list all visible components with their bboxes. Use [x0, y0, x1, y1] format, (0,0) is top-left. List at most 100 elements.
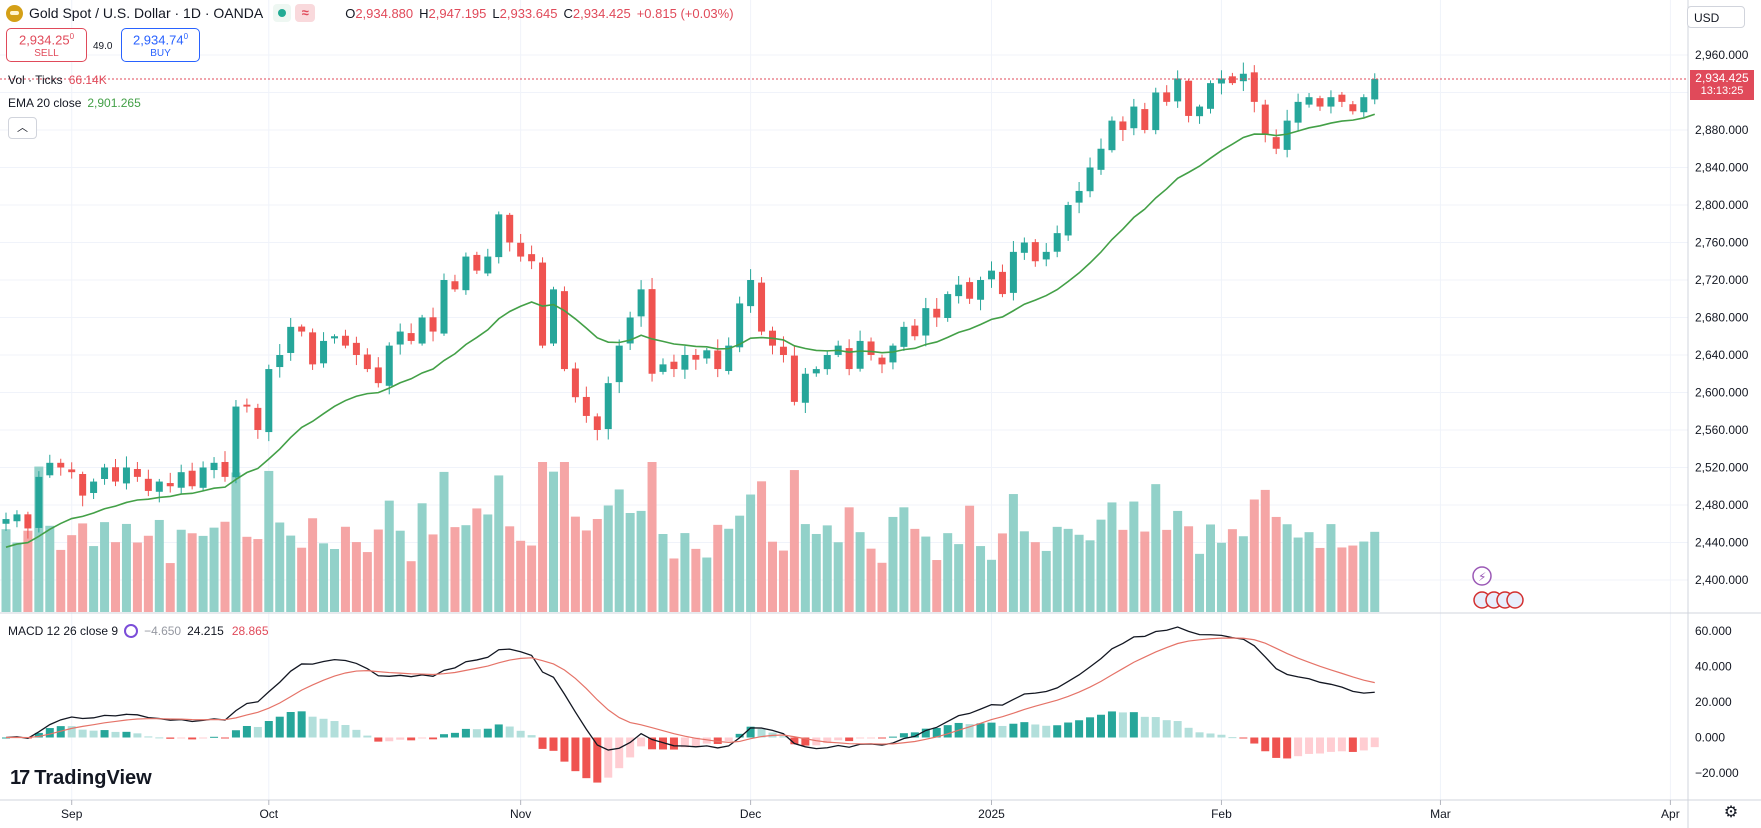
macd-hist-bar: [1042, 725, 1051, 738]
volume-bar: [1, 529, 11, 612]
candle-body: [856, 340, 864, 369]
volume-bar: [877, 562, 887, 612]
macd-hist-bar: [932, 727, 941, 738]
candle-body: [79, 474, 87, 496]
macd-tick-label: 40.000: [1695, 660, 1732, 674]
svg-text:⚡: ⚡: [1478, 570, 1486, 584]
close-value: 2,934.425: [572, 5, 631, 21]
macd-hist-bar: [812, 737, 821, 746]
candle-body: [1261, 104, 1269, 135]
macd-hist-bar: [199, 737, 208, 739]
market-open-icon[interactable]: [273, 4, 292, 22]
macd-hist-bar: [1162, 720, 1171, 738]
time-tick-label: Feb: [1211, 807, 1232, 821]
volume-bar: [220, 521, 230, 612]
macd-hist-bar: [308, 716, 317, 738]
collapse-legend-button[interactable]: ︿: [8, 117, 37, 139]
refresh-icon[interactable]: [124, 624, 139, 638]
volume-bar: [34, 466, 44, 612]
candle-body: [309, 332, 317, 365]
macd-hist-bar: [538, 737, 547, 749]
macd-hist-bar: [1118, 712, 1127, 738]
candle-body: [966, 282, 974, 299]
sell-button[interactable]: 2,934.250 SELL: [6, 28, 87, 62]
candle-body: [1294, 101, 1302, 123]
macd-hist-bar: [1129, 712, 1138, 738]
macd-hist-bar: [1228, 737, 1237, 739]
ema-legend[interactable]: EMA 20 close 2,901.265: [8, 96, 141, 110]
gear-icon[interactable]: ⚙: [1723, 804, 1739, 821]
candle-body: [374, 367, 382, 384]
volume-bar: [976, 546, 986, 612]
volume-bar: [1085, 540, 1095, 612]
open-value: 2,934.880: [355, 5, 414, 21]
macd-tick-label: −20.000: [1695, 766, 1739, 780]
candle-body: [1283, 120, 1291, 150]
tradingview-logo[interactable]: 17 TradingView: [10, 767, 152, 789]
volume-bar: [1282, 524, 1292, 612]
candle-body: [112, 467, 119, 482]
macd-hist-bar: [779, 736, 788, 738]
buy-button[interactable]: 2,934.740 BUY: [121, 28, 200, 62]
volume-bar: [1293, 537, 1303, 612]
time-tick-label: 2025: [978, 807, 1005, 821]
price-axis: 2,960.0002,920.0002,880.0002,840.0002,80…: [1695, 48, 1749, 587]
lightning-event-icon[interactable]: [1472, 566, 1492, 586]
signal-line: [5, 637, 1375, 745]
candle-body: [637, 289, 645, 317]
macd-hist-bar: [177, 737, 186, 739]
candle-body: [1130, 106, 1138, 129]
volume-bar: [12, 542, 22, 612]
macd-hist-bar: [188, 737, 197, 740]
volume-bar: [1151, 484, 1161, 612]
compare-icon[interactable]: ≈: [295, 4, 316, 22]
candle-body: [571, 368, 579, 398]
candle-body: [1185, 80, 1193, 116]
volume-bar: [340, 526, 350, 612]
volume-bar: [1238, 536, 1248, 612]
volume-bar: [176, 529, 186, 612]
volume-bar: [406, 561, 416, 612]
candle-body: [363, 354, 371, 370]
macd-hist-bar: [571, 737, 580, 772]
macd-hist-bar: [483, 728, 492, 738]
candle-body: [1228, 76, 1236, 84]
volume-bar: [888, 516, 898, 612]
macd-legend[interactable]: MACD 12 26 close 9 −4.650 24.215 28.865: [8, 624, 269, 638]
price-tick-label: 2,760.000: [1695, 236, 1749, 250]
volume-bar: [450, 527, 460, 612]
event-icons[interactable]: ⚡: [1472, 566, 1524, 609]
volume-legend[interactable]: Vol · Ticks 66.14K: [8, 73, 107, 87]
volume-bar: [461, 525, 471, 612]
candle-body: [878, 357, 886, 365]
macd-hist-bar: [494, 724, 503, 738]
candle-body: [1305, 97, 1313, 105]
candle-body: [1053, 233, 1061, 252]
volume-bar: [23, 530, 33, 612]
macd-hist-bar: [253, 726, 262, 738]
volume-bar: [1337, 547, 1347, 612]
macd-hist-bar: [615, 737, 624, 769]
volume-bar: [1206, 524, 1215, 612]
volume-bar: [395, 530, 405, 612]
us-flag-event-icon[interactable]: [1506, 591, 1524, 609]
candlestick-series: [2, 62, 1379, 539]
macd-hist-bar: [1239, 737, 1248, 739]
macd-hist-bar: [1250, 737, 1259, 744]
low-value: 2,933.645: [499, 5, 558, 21]
price-tick-label: 2,680.000: [1695, 311, 1749, 325]
currency-selector[interactable]: USD: [1687, 6, 1745, 28]
volume-bar: [1063, 528, 1073, 612]
volume-bar: [1052, 526, 1062, 612]
candle-body: [823, 355, 831, 370]
candle-body: [462, 256, 470, 291]
volume-bar: [1129, 501, 1139, 612]
volume-bar: [1030, 542, 1040, 612]
symbol-title[interactable]: Gold Spot / U.S. Dollar · 1D · OANDA: [29, 5, 264, 21]
volume-bar: [428, 534, 438, 612]
candle-body: [144, 478, 152, 491]
candle-body: [418, 317, 426, 344]
volume-bar: [1195, 553, 1205, 612]
candle-body: [265, 369, 273, 433]
